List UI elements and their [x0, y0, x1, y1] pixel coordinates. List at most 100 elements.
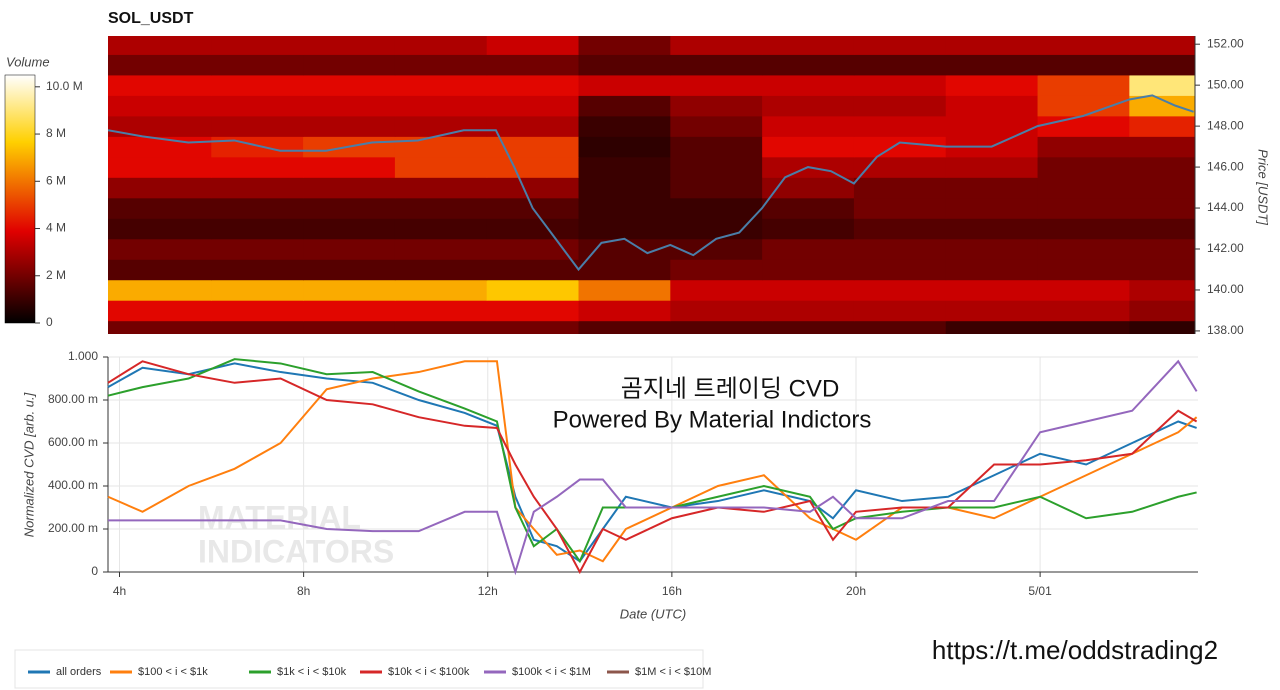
heatmap-cell: [303, 95, 396, 117]
heatmap-cell: [1129, 95, 1195, 117]
heatmap-cell: [945, 279, 1039, 301]
heatmap-cell: [108, 74, 212, 96]
heatmap-cell: [1129, 54, 1195, 76]
y-tick-label: 400.00 m: [48, 478, 98, 492]
heatmap-cell: [1037, 36, 1130, 55]
cvd-line: [107, 362, 1197, 563]
heatmap-cell: [578, 74, 671, 96]
heatmap-cell: [1037, 54, 1130, 76]
y-tick-label: 146.00: [1207, 159, 1244, 173]
heatmap-cell: [853, 320, 947, 334]
heatmap-cell: [394, 197, 488, 219]
legend-label: all orders: [56, 666, 102, 678]
heatmap-cell: [670, 279, 763, 301]
heatmap-cell: [670, 54, 763, 76]
heatmap-cell: [211, 156, 304, 178]
heatmap-cell: [945, 74, 1039, 96]
heatmap-cell: [486, 320, 580, 334]
heatmap-cell: [211, 259, 304, 281]
heatmap-cell: [1129, 218, 1195, 240]
heatmap-cell: [303, 300, 396, 322]
heatmap-cell: [762, 238, 855, 260]
y-tick-label: 140.00: [1207, 282, 1244, 296]
heatmap-cell: [303, 36, 396, 55]
x-tick-label: 12h: [478, 584, 498, 598]
x-tick-label: 5/01: [1028, 584, 1052, 598]
heatmap-cell: [762, 197, 855, 219]
heatmap-cell: [853, 259, 947, 281]
heatmap-cell: [108, 197, 212, 219]
heatmap-cell: [1129, 279, 1195, 301]
heatmap-cell: [486, 156, 580, 178]
colorbar-tick-label: 8 M: [46, 126, 66, 140]
heatmap-cell: [1129, 320, 1195, 334]
heatmap-cell: [486, 238, 580, 260]
heatmap-cell: [211, 136, 304, 158]
heatmap-cell: [578, 177, 671, 199]
heatmap-cell: [108, 238, 212, 260]
heatmap-cell: [578, 156, 671, 178]
heatmap-cell: [853, 54, 947, 76]
heatmap-cell: [762, 74, 855, 96]
heatmap-cell: [578, 54, 671, 76]
legend: [14, 649, 704, 689]
heatmap-cell: [1129, 259, 1195, 281]
heatmap-cell: [670, 197, 763, 219]
x-tick-label: 4h: [113, 584, 126, 598]
heatmap-cell: [486, 279, 580, 301]
heatmap-cell: [394, 74, 488, 96]
heatmap-cell: [394, 156, 488, 178]
heatmap-cell: [108, 259, 212, 281]
x-tick-label: 8h: [297, 584, 310, 598]
heatmap-cell: [1037, 177, 1130, 199]
heatmap-cell: [853, 95, 947, 117]
heatmap-cell: [853, 74, 947, 96]
heatmap-cell: [853, 218, 947, 240]
heatmap-cell: [762, 218, 855, 240]
y-tick-label: 148.00: [1207, 118, 1244, 132]
cvd-line: [107, 360, 1198, 575]
heatmap-cell: [303, 279, 396, 301]
heatmap-cell: [108, 300, 212, 322]
heatmap-cell: [670, 156, 763, 178]
heatmap-cell: [303, 74, 396, 96]
heatmap-cell: [486, 218, 580, 240]
heatmap-cell: [945, 238, 1039, 260]
annotation: https://t.me/oddstrading2: [932, 635, 1218, 665]
heatmap-cell: [486, 259, 580, 281]
heatmap-cell: [670, 177, 763, 199]
heatmap-cell: [1037, 115, 1130, 137]
heatmap-cell: [670, 36, 763, 55]
legend-label: $1k < i < $10k: [277, 666, 347, 678]
heatmap-cell: [108, 115, 212, 137]
heatmap-cell: [945, 54, 1039, 76]
heatmap-cell: [945, 95, 1039, 117]
heatmap-cell: [578, 95, 671, 117]
heatmap-cell: [853, 36, 947, 55]
heatmap-cell: [394, 95, 488, 117]
cvd-line: [107, 360, 1198, 563]
heatmap-cell: [1037, 74, 1130, 96]
y-axis-label: Normalized CVD [arb. u.]: [21, 392, 36, 537]
heatmap-cell: [670, 259, 763, 281]
heatmap-cell: [394, 238, 488, 260]
heatmap-cell: [394, 320, 488, 334]
cvd-line: [107, 358, 1197, 564]
heatmap-cell: [211, 36, 304, 55]
heatmap-cell: [762, 54, 855, 76]
heatmap-cell: [211, 320, 304, 334]
heatmap-cell: [1129, 238, 1195, 260]
heatmap-cell: [394, 36, 488, 55]
heatmap-cell: [762, 320, 855, 334]
heatmap-cell: [578, 136, 671, 158]
heatmap-cell: [1129, 177, 1195, 199]
heatmap-cell: [486, 300, 580, 322]
heatmap-cell: [578, 197, 671, 219]
heatmap-cell: [670, 300, 763, 322]
heatmap-cell: [1037, 300, 1130, 322]
heatmap-cell: [853, 156, 947, 178]
heatmap-cell: [578, 300, 671, 322]
heatmap-cell: [394, 136, 488, 158]
